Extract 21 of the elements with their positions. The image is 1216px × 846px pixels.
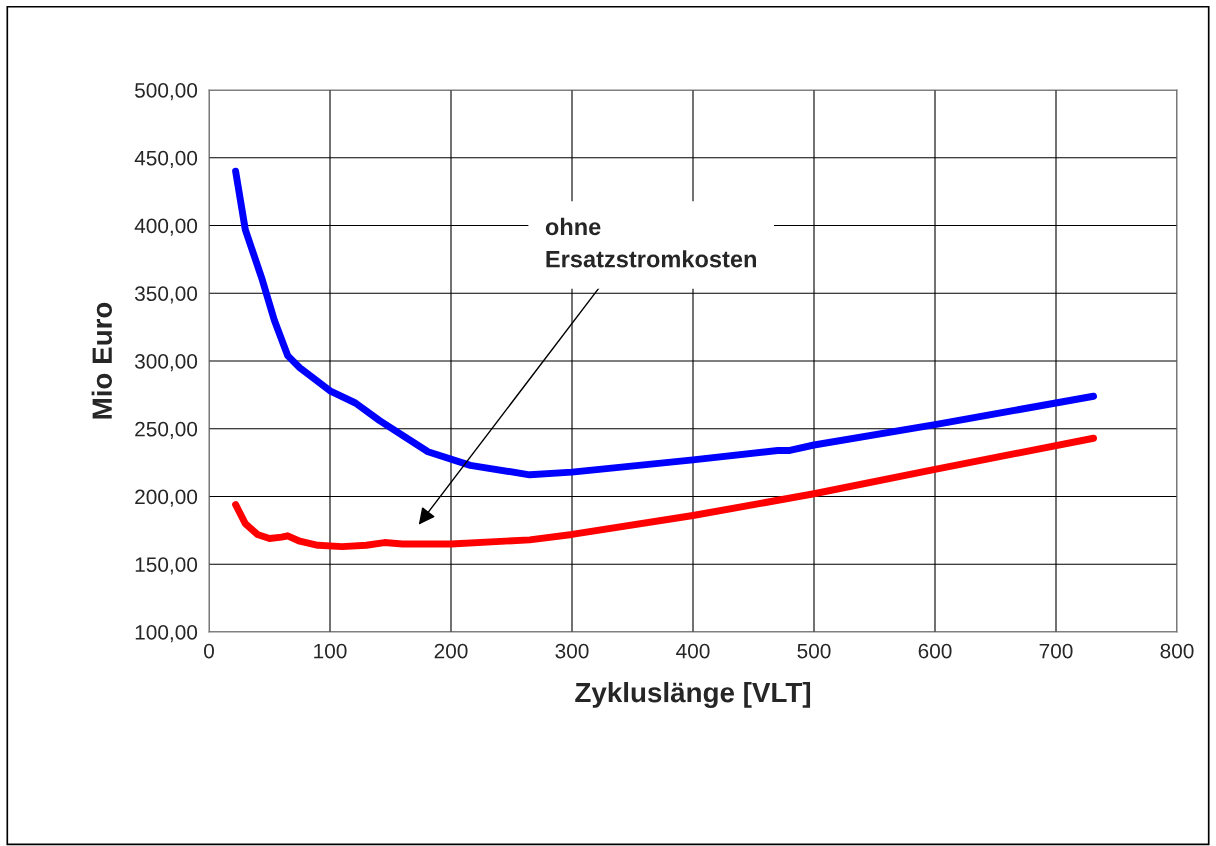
y-axis-title: Mio Euro bbox=[91, 302, 113, 419]
x-tick-label: 100 bbox=[314, 643, 347, 659]
x-tick-label: 500 bbox=[797, 643, 831, 659]
annotation: ohne Ersatzstromkosten bbox=[545, 217, 756, 268]
y-tick-label: 500,00 bbox=[135, 83, 198, 101]
x-tick-label: 400 bbox=[676, 643, 710, 659]
y-tick-label: 450,00 bbox=[134, 150, 198, 168]
x-axis-title: Zykluslänge [VLT] bbox=[575, 681, 811, 708]
y-tick-label: 250,00 bbox=[135, 421, 198, 439]
y-tick-label: 300,00 bbox=[134, 354, 198, 372]
x-tick-label: 0 bbox=[204, 643, 214, 659]
x-tick-label: 800 bbox=[1160, 643, 1194, 659]
y-tick-label: 100,00 bbox=[135, 625, 198, 643]
x-tick-label: 600 bbox=[918, 643, 952, 659]
y-tick-label: 400,00 bbox=[134, 218, 198, 236]
x-tick-label: 700 bbox=[1039, 643, 1073, 659]
x-tick-label: 200 bbox=[434, 643, 468, 659]
y-tick-label: 150,00 bbox=[135, 557, 198, 575]
y-tick-label: 350,00 bbox=[134, 286, 198, 304]
y-tick-label: 200,00 bbox=[135, 489, 198, 507]
x-tick-label: 300 bbox=[555, 643, 589, 659]
